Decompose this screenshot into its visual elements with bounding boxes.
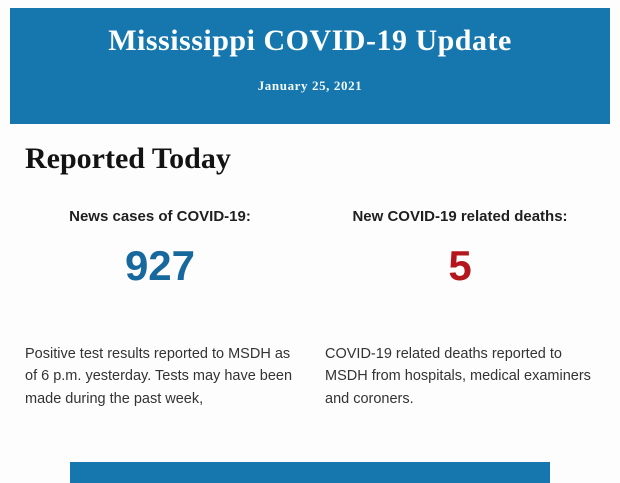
new-deaths-value: 5 xyxy=(448,242,472,289)
section-heading-reported-today: Reported Today xyxy=(25,142,231,175)
new-cases-label: News cases of COVID-19: xyxy=(69,208,251,225)
stats-row: News cases of COVID-19: 927 Positive tes… xyxy=(25,208,595,410)
new-cases-value: 927 xyxy=(124,242,196,289)
new-cases-description: Positive test results reported to MSDH a… xyxy=(25,346,293,407)
newsletter-title: Mississippi COVID-19 Update xyxy=(108,24,512,57)
next-section-bar xyxy=(70,462,550,483)
newsletter-date: January 25, 2021 xyxy=(257,78,363,93)
new-deaths-description: COVID-19 related deaths reported to MSDH… xyxy=(325,346,591,407)
new-deaths-label: New COVID-19 related deaths: xyxy=(352,208,568,225)
new-cases-stat: News cases of COVID-19: 927 Positive tes… xyxy=(25,208,295,410)
newsletter-header: Mississippi COVID-19 Update January 25, … xyxy=(10,8,610,124)
new-deaths-stat: New COVID-19 related deaths: 5 COVID-19 … xyxy=(325,208,595,410)
